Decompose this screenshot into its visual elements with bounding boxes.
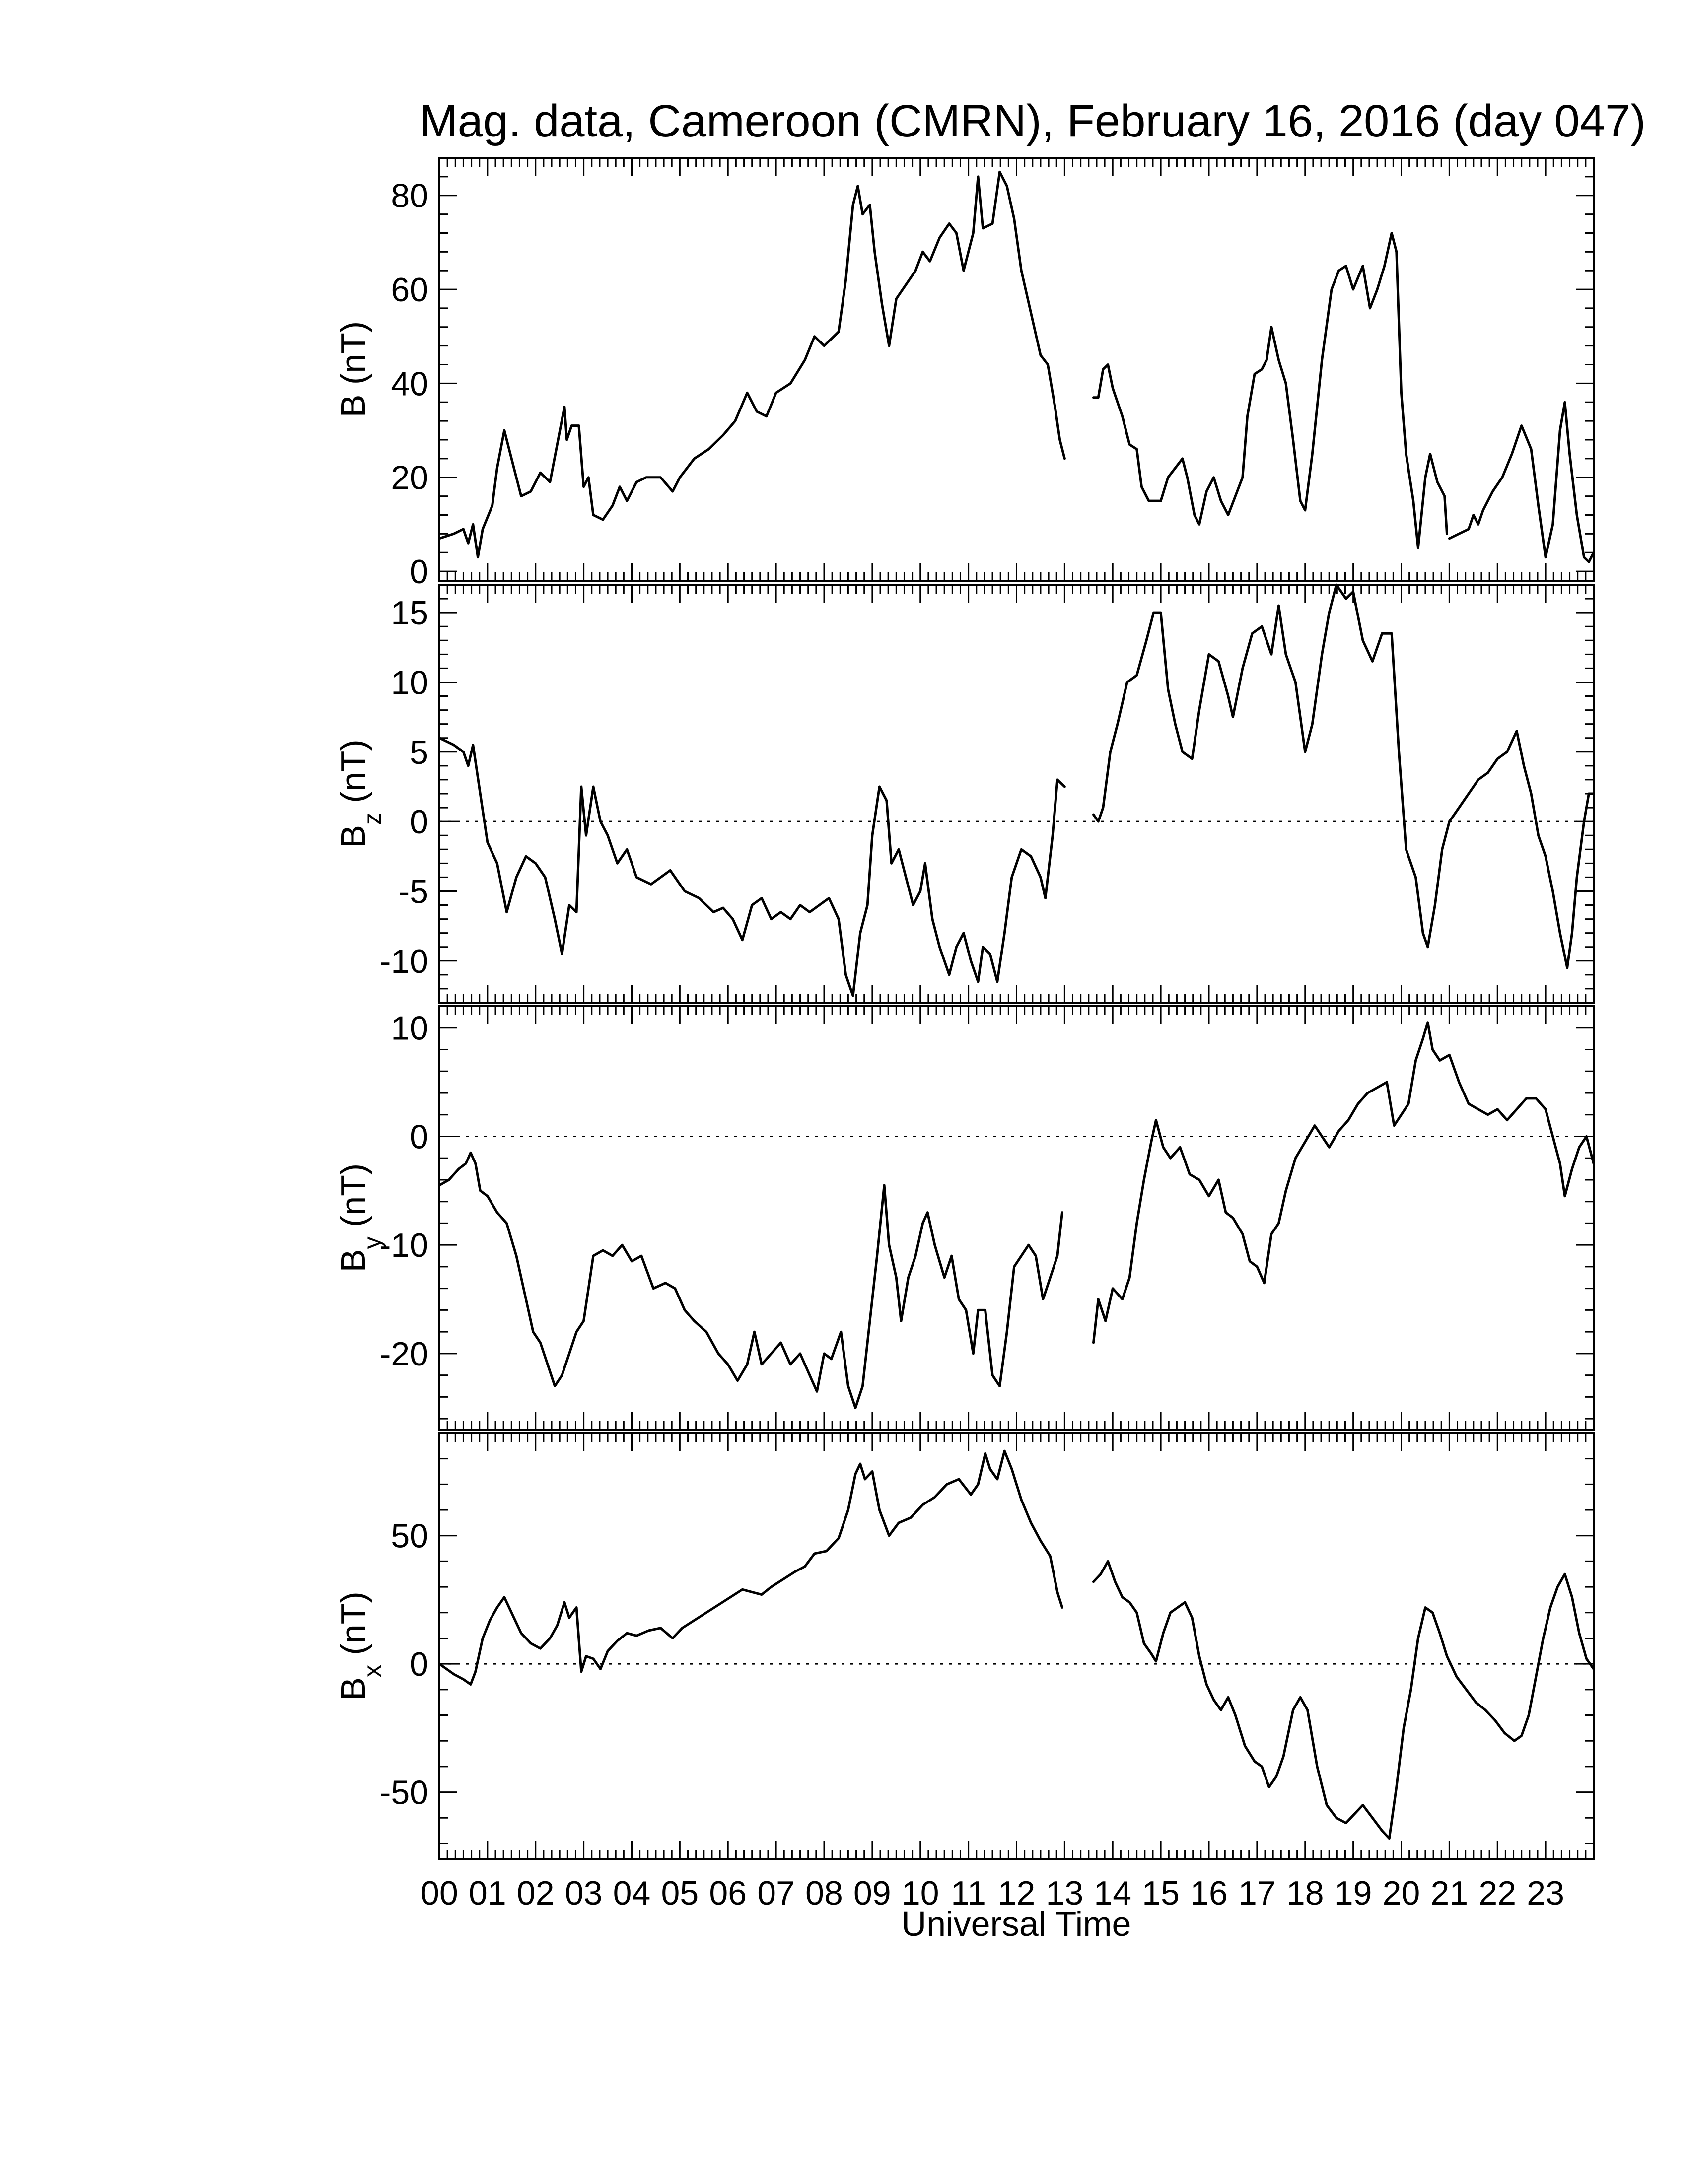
x-tick-label: 08 [805,1874,843,1912]
x-tick-label: 20 [1383,1874,1420,1912]
panel-bz: -10 -5 0 5 10 15 Bz (nT) [334,583,1595,1004]
y-axis-title-sub: y [358,1237,386,1249]
y-axis-title: By (nT) [334,1163,386,1272]
x-tick-label: 13 [1046,1874,1084,1912]
x-tick-label: 05 [661,1874,699,1912]
y-axis-title-unit: (nT) [334,1591,372,1665]
series-line-bx [1092,1560,1595,1840]
y-tick-label: 0 [410,553,428,591]
y-tick-label: 10 [391,664,428,701]
x-tick-label: 15 [1142,1874,1180,1912]
y-tick-label: -20 [380,1335,428,1373]
series-line-by [438,1151,1063,1409]
x-ticks [438,158,1595,581]
y-tick-label: -50 [380,1774,428,1812]
y-tick-label: 60 [391,271,428,309]
y-axis-title: Bx (nT) [334,1591,386,1700]
x-axis-title: Universal Time [902,1905,1131,1943]
panel-by: -20 -10 0 10 By (nT) [334,1005,1595,1431]
panel-b: 0 20 40 60 80 B (nT) [334,157,1595,591]
x-tick-label: 07 [757,1874,795,1912]
y-tick-label: 5 [410,734,428,771]
x-tick-label: 06 [709,1874,747,1912]
y-tick-label: 80 [391,177,428,215]
y-tick-label: 50 [391,1517,428,1555]
x-tick-label: 00 [421,1874,458,1912]
x-ticks [438,1006,1595,1430]
series-line-b [438,170,1066,559]
y-axis-title-unit: (nT) [334,739,372,813]
x-tick-label: 18 [1286,1874,1324,1912]
x-ticks [438,1433,1595,1859]
y-axis-title-main: B [334,1677,372,1701]
y-tick-label: -10 [380,1227,428,1264]
x-tick-label: 01 [469,1874,506,1912]
y-axis: -20 -10 0 10 [380,1005,1594,1420]
y-axis: -50 0 50 [380,1432,1594,1844]
x-tick-label: 04 [613,1874,651,1912]
y-tick-label: 20 [391,459,428,497]
y-tick-label: 0 [410,1118,428,1156]
y-axis-title: Bz (nT) [334,739,386,848]
y-tick-label: 10 [391,1010,428,1047]
y-axis-title-main: B [334,825,372,848]
series-line-by [1092,1021,1595,1344]
x-tick-label: 19 [1335,1874,1372,1912]
y-tick-label: 0 [410,1645,428,1683]
y-tick-label: 15 [391,594,428,632]
y-axis-title-sub: x [358,1665,386,1677]
series-line-bx [438,1449,1063,1686]
y-tick-label: 40 [391,365,428,403]
chart-title: Mag. data, Cameroon (CMRN), February 16,… [420,96,1646,146]
x-ticks [438,585,1595,1003]
series-line-bz [438,737,1066,997]
series-line-bz [1092,583,1595,969]
y-axis: -10 -5 0 5 10 15 [380,584,1594,1004]
x-tick-label: 09 [853,1874,891,1912]
x-tick-label: 17 [1238,1874,1276,1912]
x-axis: 00 01 02 03 04 05 06 07 08 09 10 11 12 13 14 15 16 17 18 19… [421,1874,1564,1912]
y-tick-label: 0 [410,803,428,841]
y-axis-title-sub: z [358,813,386,825]
x-tick-label: 03 [565,1874,603,1912]
x-tick-label: 21 [1431,1874,1469,1912]
y-axis-title: B (nT) [334,321,372,417]
series-line-b [1092,232,1448,549]
y-axis: 0 20 40 60 80 [391,157,1594,591]
y-axis-title-main: B (nT) [334,321,372,417]
x-tick-label: 02 [517,1874,555,1912]
y-tick-label: -10 [380,943,428,980]
x-tick-label: 23 [1527,1874,1564,1912]
y-axis-title-unit: (nT) [334,1163,372,1237]
panel-frame [438,1005,1595,1431]
x-tick-label: 11 [951,1874,986,1912]
y-tick-label: -5 [399,873,428,910]
series-line-b [1448,401,1595,563]
x-tick-label: 14 [1094,1874,1131,1912]
x-tick-label: 10 [902,1874,939,1912]
y-axis-title-main: B [334,1249,372,1273]
x-tick-label: 16 [1190,1874,1228,1912]
panel-frame [438,584,1595,1004]
x-tick-label: 22 [1478,1874,1516,1912]
x-tick-label: 12 [998,1874,1036,1912]
